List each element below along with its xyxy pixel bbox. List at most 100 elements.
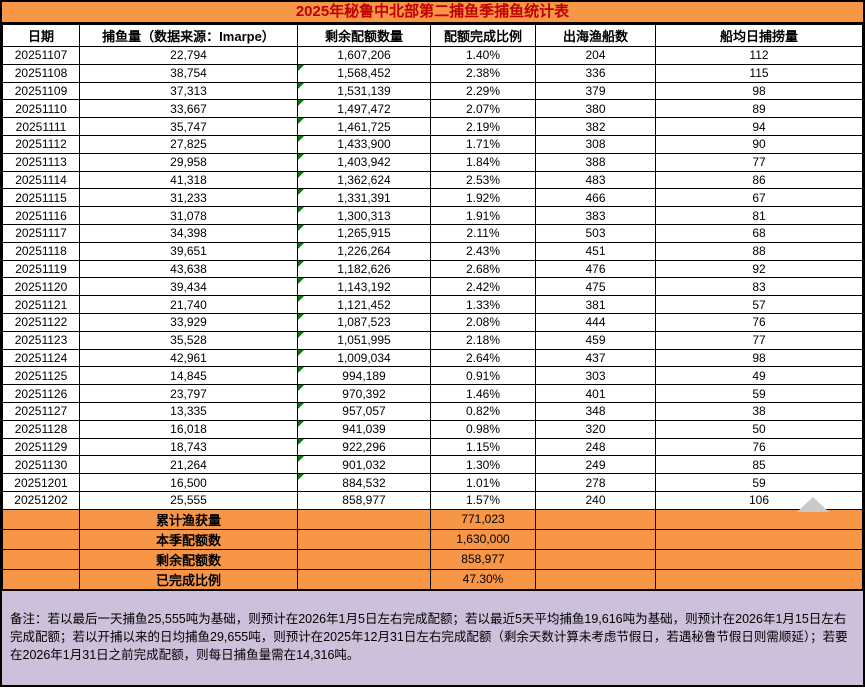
completion-pct-cell[interactable]: 1.91% xyxy=(430,206,536,225)
completion-pct-cell[interactable]: 0.91% xyxy=(430,366,536,386)
summary-label-cell[interactable]: 已完成比例 xyxy=(79,568,298,590)
remaining-quota-cell[interactable]: 1,087,523 xyxy=(297,312,431,332)
col-header-boats-at-sea[interactable]: 出海渔船数 xyxy=(535,24,656,47)
boats-at-sea-cell[interactable]: 383 xyxy=(535,206,656,225)
summary-empty-cell[interactable] xyxy=(535,528,656,550)
remaining-quota-cell[interactable]: 1,121,452 xyxy=(297,295,431,314)
summary-label-cell[interactable]: 累计渔获量 xyxy=(79,508,298,530)
catch-volume-cell[interactable]: 35,528 xyxy=(79,330,298,350)
avg-catch-per-boat-cell[interactable]: 49 xyxy=(655,366,863,386)
date-cell[interactable]: 20251110 xyxy=(2,99,80,119)
date-cell[interactable]: 20251201 xyxy=(2,473,80,492)
col-header-catch-volume[interactable]: 捕鱼量（数据来源：Imarpe） xyxy=(79,24,298,47)
remaining-quota-cell[interactable]: 1,568,452 xyxy=(297,63,431,83)
summary-empty-cell[interactable] xyxy=(655,528,863,550)
avg-catch-per-boat-cell[interactable]: 83 xyxy=(655,277,863,297)
boats-at-sea-cell[interactable]: 466 xyxy=(535,188,656,208)
boats-at-sea-cell[interactable]: 320 xyxy=(535,419,656,439)
catch-volume-cell[interactable]: 22,794 xyxy=(79,46,298,65)
remaining-quota-cell[interactable]: 1,531,139 xyxy=(297,81,431,101)
summary-empty-cell[interactable] xyxy=(297,568,431,590)
completion-pct-cell[interactable]: 2.38% xyxy=(430,63,536,83)
avg-catch-per-boat-cell[interactable]: 98 xyxy=(655,348,863,368)
remaining-quota-cell[interactable]: 957,057 xyxy=(297,401,431,421)
remaining-quota-cell[interactable]: 970,392 xyxy=(297,384,431,403)
avg-catch-per-boat-cell[interactable]: 85 xyxy=(655,455,863,475)
avg-catch-per-boat-cell[interactable]: 115 xyxy=(655,63,863,83)
summary-empty-cell[interactable] xyxy=(2,528,80,550)
catch-volume-cell[interactable]: 23,797 xyxy=(79,384,298,403)
remaining-quota-cell[interactable]: 1,461,725 xyxy=(297,117,431,136)
avg-catch-per-boat-cell[interactable]: 59 xyxy=(655,473,863,492)
avg-catch-per-boat-cell[interactable]: 67 xyxy=(655,188,863,208)
date-cell[interactable]: 20251117 xyxy=(2,223,80,243)
boats-at-sea-cell[interactable]: 380 xyxy=(535,99,656,119)
summary-empty-cell[interactable] xyxy=(2,548,80,570)
remaining-quota-cell[interactable]: 901,032 xyxy=(297,455,431,475)
catch-volume-cell[interactable]: 14,845 xyxy=(79,366,298,386)
completion-pct-cell[interactable]: 2.18% xyxy=(430,330,536,350)
catch-volume-cell[interactable]: 27,825 xyxy=(79,134,298,154)
completion-pct-cell[interactable]: 2.29% xyxy=(430,81,536,101)
date-cell[interactable]: 20251114 xyxy=(2,170,80,190)
remaining-quota-cell[interactable]: 941,039 xyxy=(297,419,431,439)
boats-at-sea-cell[interactable]: 278 xyxy=(535,473,656,492)
remaining-quota-cell[interactable]: 1,433,900 xyxy=(297,134,431,154)
boats-at-sea-cell[interactable]: 248 xyxy=(535,437,656,457)
remaining-quota-cell[interactable]: 858,977 xyxy=(297,490,431,510)
boats-at-sea-cell[interactable]: 308 xyxy=(535,134,656,154)
catch-volume-cell[interactable]: 33,667 xyxy=(79,99,298,119)
boats-at-sea-cell[interactable]: 475 xyxy=(535,277,656,297)
avg-catch-per-boat-cell[interactable]: 112 xyxy=(655,46,863,65)
catch-volume-cell[interactable]: 37,313 xyxy=(79,81,298,101)
catch-volume-cell[interactable]: 21,740 xyxy=(79,295,298,314)
date-cell[interactable]: 20251115 xyxy=(2,188,80,208)
remaining-quota-cell[interactable]: 922,296 xyxy=(297,437,431,457)
date-cell[interactable]: 20251109 xyxy=(2,81,80,101)
catch-volume-cell[interactable]: 42,961 xyxy=(79,348,298,368)
catch-volume-cell[interactable]: 18,743 xyxy=(79,437,298,457)
summary-empty-cell[interactable] xyxy=(2,568,80,590)
date-cell[interactable]: 20251121 xyxy=(2,295,80,314)
catch-volume-cell[interactable]: 25,555 xyxy=(79,490,298,510)
boats-at-sea-cell[interactable]: 459 xyxy=(535,330,656,350)
boats-at-sea-cell[interactable]: 381 xyxy=(535,295,656,314)
date-cell[interactable]: 20251129 xyxy=(2,437,80,457)
avg-catch-per-boat-cell[interactable]: 76 xyxy=(655,437,863,457)
completion-pct-cell[interactable]: 0.98% xyxy=(430,419,536,439)
date-cell[interactable]: 20251108 xyxy=(2,63,80,83)
avg-catch-per-boat-cell[interactable]: 59 xyxy=(655,384,863,403)
avg-catch-per-boat-cell[interactable]: 68 xyxy=(655,223,863,243)
completion-pct-cell[interactable]: 2.07% xyxy=(430,99,536,119)
remarks-note[interactable]: 备注：若以最后一天捕鱼25,555吨为基础，则预计在2026年1月5日左右完成配… xyxy=(2,589,863,685)
completion-pct-cell[interactable]: 1.57% xyxy=(430,490,536,510)
remaining-quota-cell[interactable]: 1,226,264 xyxy=(297,241,431,261)
avg-catch-per-boat-cell[interactable]: 89 xyxy=(655,99,863,119)
completion-pct-cell[interactable]: 2.43% xyxy=(430,241,536,261)
col-header-avg-catch-per-boat[interactable]: 船均日捕捞量 xyxy=(655,24,863,47)
boats-at-sea-cell[interactable]: 204 xyxy=(535,46,656,65)
summary-empty-cell[interactable] xyxy=(535,508,656,530)
catch-volume-cell[interactable]: 33,929 xyxy=(79,312,298,332)
catch-volume-cell[interactable]: 16,018 xyxy=(79,419,298,439)
boats-at-sea-cell[interactable]: 483 xyxy=(535,170,656,190)
summary-label-cell[interactable]: 剩余配额数 xyxy=(79,548,298,570)
summary-empty-cell[interactable] xyxy=(297,528,431,550)
catch-volume-cell[interactable]: 38,754 xyxy=(79,63,298,83)
boats-at-sea-cell[interactable]: 503 xyxy=(535,223,656,243)
summary-value-cell[interactable]: 771,023 xyxy=(430,508,536,530)
date-cell[interactable]: 20251122 xyxy=(2,312,80,332)
boats-at-sea-cell[interactable]: 401 xyxy=(535,384,656,403)
catch-volume-cell[interactable]: 13,335 xyxy=(79,401,298,421)
catch-volume-cell[interactable]: 39,434 xyxy=(79,277,298,297)
summary-empty-cell[interactable] xyxy=(297,508,431,530)
summary-empty-cell[interactable] xyxy=(535,548,656,570)
remaining-quota-cell[interactable]: 1,362,624 xyxy=(297,170,431,190)
completion-pct-cell[interactable]: 1.33% xyxy=(430,295,536,314)
completion-pct-cell[interactable]: 1.46% xyxy=(430,384,536,403)
avg-catch-per-boat-cell[interactable]: 38 xyxy=(655,401,863,421)
date-cell[interactable]: 20251118 xyxy=(2,241,80,261)
boats-at-sea-cell[interactable]: 336 xyxy=(535,63,656,83)
completion-pct-cell[interactable]: 2.68% xyxy=(430,259,536,279)
avg-catch-per-boat-cell[interactable]: 94 xyxy=(655,117,863,136)
